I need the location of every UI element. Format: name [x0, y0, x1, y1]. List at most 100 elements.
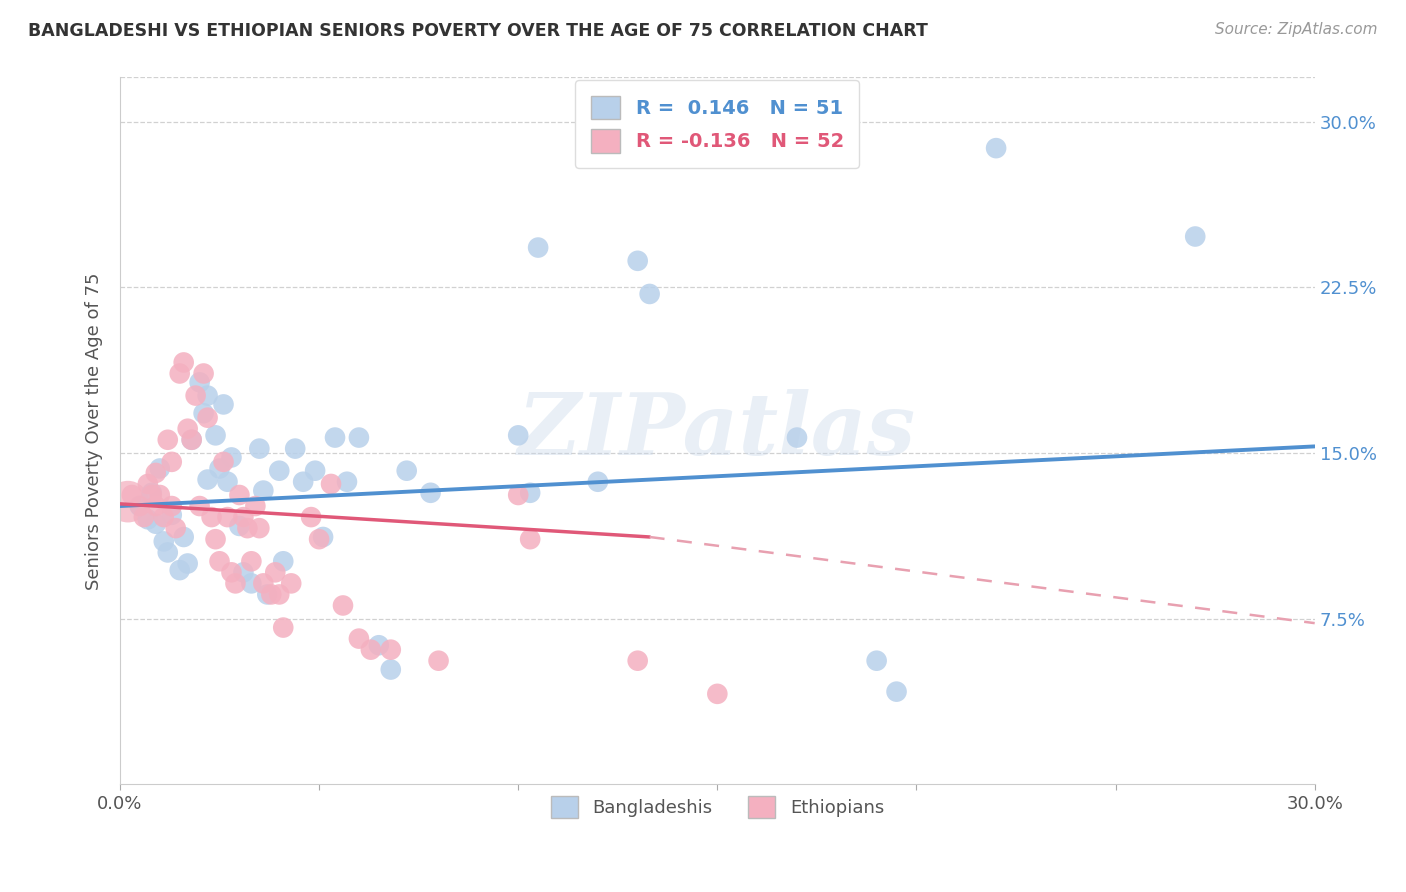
Point — [156, 545, 179, 559]
Point — [252, 483, 274, 498]
Point — [264, 566, 287, 580]
Point — [169, 367, 191, 381]
Point — [165, 521, 187, 535]
Point — [332, 599, 354, 613]
Point — [886, 684, 908, 698]
Point — [627, 253, 650, 268]
Point — [284, 442, 307, 456]
Point — [184, 388, 207, 402]
Point — [173, 530, 195, 544]
Point — [280, 576, 302, 591]
Legend: Bangladeshis, Ethiopians: Bangladeshis, Ethiopians — [543, 789, 891, 825]
Point — [240, 554, 263, 568]
Point — [519, 532, 541, 546]
Point — [271, 621, 294, 635]
Point — [217, 475, 239, 489]
Point — [380, 642, 402, 657]
Point — [193, 367, 215, 381]
Point — [308, 532, 330, 546]
Text: ZIPatlas: ZIPatlas — [519, 389, 917, 473]
Point — [176, 422, 198, 436]
Point — [132, 510, 155, 524]
Point — [240, 576, 263, 591]
Point — [224, 576, 246, 591]
Point — [160, 499, 183, 513]
Point — [336, 475, 359, 489]
Point — [247, 521, 270, 535]
Point — [188, 499, 211, 513]
Point — [217, 510, 239, 524]
Point — [367, 638, 389, 652]
Point — [221, 566, 243, 580]
Point — [232, 510, 254, 524]
Point — [141, 485, 163, 500]
Point — [236, 521, 259, 535]
Point — [169, 563, 191, 577]
Point — [197, 410, 219, 425]
Text: Source: ZipAtlas.com: Source: ZipAtlas.com — [1215, 22, 1378, 37]
Point — [232, 566, 254, 580]
Point — [706, 687, 728, 701]
Point — [245, 499, 267, 513]
Point — [200, 510, 222, 524]
Point — [193, 406, 215, 420]
Point — [256, 587, 278, 601]
Point — [304, 464, 326, 478]
Point — [269, 587, 291, 601]
Point — [208, 554, 231, 568]
Point — [519, 485, 541, 500]
Point — [145, 516, 167, 531]
Point — [145, 466, 167, 480]
Point — [212, 455, 235, 469]
Point — [865, 654, 887, 668]
Point — [508, 428, 530, 442]
Point — [160, 508, 183, 522]
Point — [197, 473, 219, 487]
Point — [145, 499, 167, 513]
Point — [141, 488, 163, 502]
Y-axis label: Seniors Poverty Over the Age of 75: Seniors Poverty Over the Age of 75 — [86, 272, 103, 590]
Point — [395, 464, 418, 478]
Point — [319, 477, 342, 491]
Point — [156, 433, 179, 447]
Point — [360, 642, 382, 657]
Point — [160, 455, 183, 469]
Point — [347, 431, 370, 445]
Point — [152, 510, 174, 524]
Point — [128, 499, 150, 513]
Point — [180, 433, 202, 447]
Point — [204, 428, 226, 442]
Text: BANGLADESHI VS ETHIOPIAN SENIORS POVERTY OVER THE AGE OF 75 CORRELATION CHART: BANGLADESHI VS ETHIOPIAN SENIORS POVERTY… — [28, 22, 928, 40]
Point — [152, 534, 174, 549]
Point — [380, 663, 402, 677]
Point — [121, 488, 143, 502]
Point — [323, 431, 346, 445]
Point — [180, 433, 202, 447]
Point — [197, 388, 219, 402]
Point — [188, 376, 211, 390]
Point — [136, 477, 159, 491]
Point — [117, 494, 139, 508]
Point — [786, 431, 808, 445]
Point — [347, 632, 370, 646]
Point — [299, 510, 322, 524]
Point — [221, 450, 243, 465]
Point — [260, 587, 283, 601]
Point — [508, 488, 530, 502]
Point — [173, 355, 195, 369]
Point — [271, 554, 294, 568]
Point — [247, 442, 270, 456]
Point — [638, 287, 661, 301]
Point — [228, 519, 250, 533]
Point — [269, 464, 291, 478]
Point — [586, 475, 609, 489]
Point — [252, 576, 274, 591]
Point — [208, 461, 231, 475]
Point — [149, 488, 172, 502]
Point — [228, 488, 250, 502]
Point — [212, 397, 235, 411]
Point — [204, 532, 226, 546]
Point — [312, 530, 335, 544]
Point — [1184, 229, 1206, 244]
Point — [627, 654, 650, 668]
